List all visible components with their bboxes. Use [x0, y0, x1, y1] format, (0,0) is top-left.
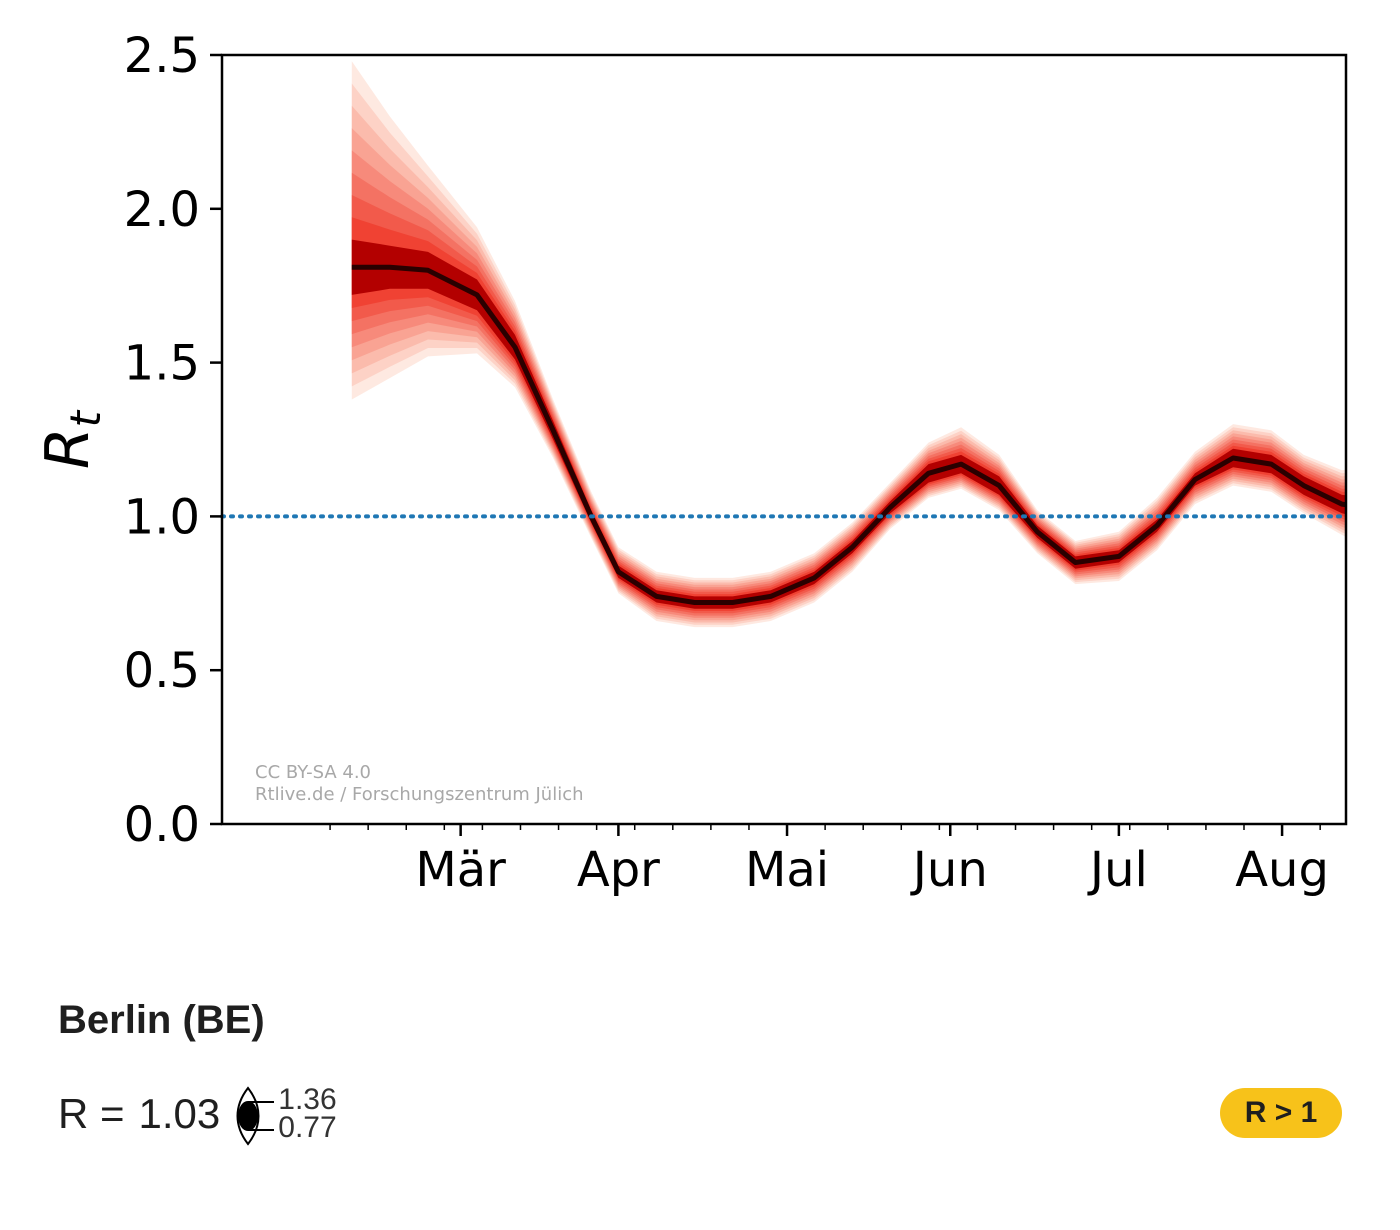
- y-tick-label: 1.0: [124, 489, 200, 545]
- x-tick-label: Mär: [415, 842, 506, 898]
- y-axis: 0.0 0.5 1.0 1.5 2.0 2.5: [124, 28, 222, 853]
- r-label: R =: [58, 1090, 125, 1137]
- region-title: Berlin (BE): [58, 998, 265, 1042]
- status-badge: R > 1: [1220, 1088, 1342, 1138]
- uncertainty-band: [351, 217, 1346, 611]
- rt-chart: 0.00.51.01.52.02.5 MärAprMaiJunJulAugSep…: [33, 28, 1348, 898]
- x-tick-label: Aug: [1235, 842, 1329, 898]
- median-line: [351, 264, 1346, 605]
- y-tick-label: 2.0: [124, 182, 200, 238]
- annotation-source: Rtlive.de / Forschungszentrum Jülich: [255, 784, 584, 805]
- ci-upper: 1.36: [278, 1083, 337, 1116]
- y-axis-label: Rt: [33, 409, 110, 469]
- credible-interval-values: 1.36 0.77: [278, 1083, 337, 1144]
- y-tick-label: 2.5: [124, 28, 200, 84]
- plot-frame: [220, 53, 1348, 826]
- y-tick-label: 0.0: [124, 797, 200, 853]
- r-value: 1.03: [138, 1090, 221, 1137]
- uncertainty-band: [351, 172, 1346, 616]
- uncertainty-band: [351, 195, 1346, 614]
- x-tick-label: Apr: [577, 842, 660, 898]
- x-tick-label: Jul: [1087, 842, 1148, 898]
- y-tick-label: 1.5: [124, 336, 200, 392]
- x-axis: MärAprMaiJunJulAugSep: [329, 824, 1329, 898]
- y-tick-label: 0.5: [124, 643, 200, 699]
- credible-interval-icon: [236, 1086, 275, 1146]
- annotation-license: CC BY-SA 4.0: [255, 762, 371, 783]
- x-tick-label: Mai: [745, 842, 829, 898]
- x-tick-label: Jun: [910, 842, 988, 898]
- r-value-row: R = 1.03 1.36 0.77: [58, 1082, 337, 1146]
- uncertainty-band: [351, 150, 1346, 618]
- ci-lower: 0.77: [278, 1111, 337, 1144]
